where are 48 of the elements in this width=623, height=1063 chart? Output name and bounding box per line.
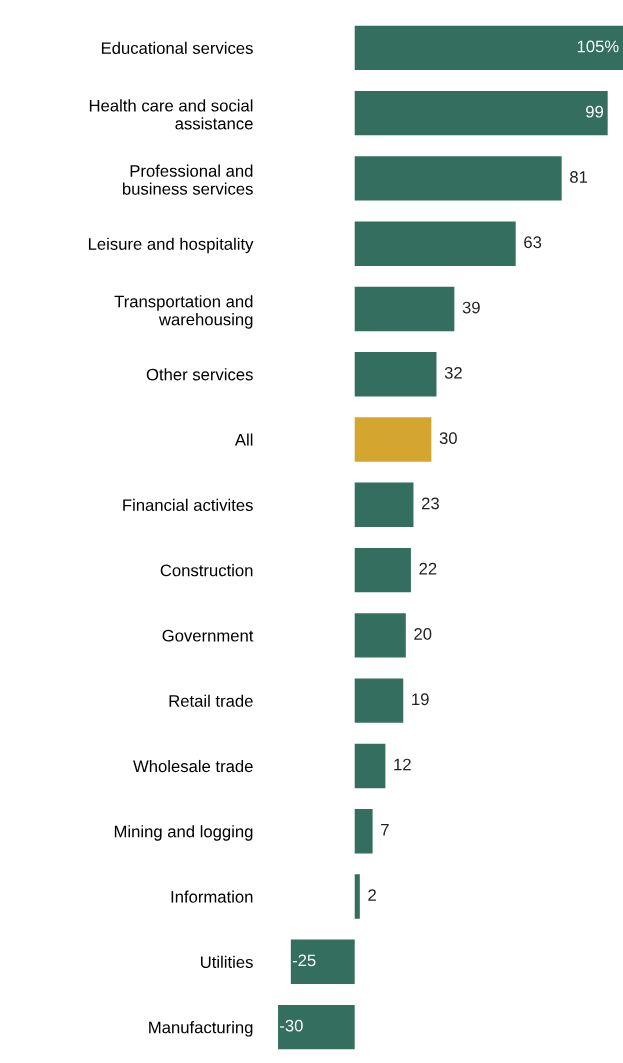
- data-label: 20: [414, 628, 432, 640]
- data-label: 39: [462, 301, 480, 314]
- data-label: 99: [586, 105, 604, 118]
- bar: [354, 809, 373, 854]
- bar: [290, 939, 355, 985]
- bar: [354, 156, 562, 201]
- data-label: 81: [570, 171, 588, 183]
- bar: [354, 743, 386, 789]
- data-label: 22: [419, 562, 437, 575]
- data-label: 7: [381, 824, 389, 836]
- y-tick-label: Manufacturing: [149, 1021, 253, 1037]
- bar: [354, 352, 437, 397]
- y-tick-label: Retail trade: [169, 694, 253, 707]
- y-tick-label: Leisure and hospitality: [88, 237, 254, 254]
- bar: [278, 1004, 355, 1050]
- y-tick-label: Government: [162, 629, 254, 642]
- bar: [354, 90, 608, 136]
- data-label: 2: [368, 889, 376, 901]
- y-tick-label: Health care and social assistance: [89, 99, 253, 130]
- bar: [354, 678, 404, 723]
- y-tick-label: Utilities: [201, 955, 253, 969]
- data-label: 12: [394, 758, 411, 771]
- data-label: 105%: [577, 40, 619, 53]
- bar: [354, 25, 623, 71]
- data-label: -30: [280, 1019, 303, 1032]
- y-tick-label: Financial activites: [123, 498, 253, 512]
- y-tick-label: All: [234, 433, 253, 446]
- data-label: 30: [439, 432, 457, 445]
- bar: [354, 613, 406, 658]
- bar: [354, 874, 360, 919]
- y-tick-label: Wholesale trade: [133, 759, 253, 773]
- data-label: 23: [421, 497, 439, 510]
- y-tick-label: Construction: [160, 564, 253, 577]
- y-tick-label: Professional and business services: [122, 164, 253, 195]
- bar: [354, 221, 516, 266]
- data-label: 19: [412, 693, 429, 706]
- y-tick-label: Mining and logging: [114, 825, 253, 841]
- y-tick-label: Educational services: [101, 41, 253, 55]
- data-label: -25: [292, 954, 316, 967]
- bar: [354, 286, 455, 332]
- data-label: 63: [524, 236, 542, 249]
- y-tick-label: Transportation and warehousing: [114, 295, 253, 329]
- data-label: 32: [444, 366, 462, 379]
- bar: [354, 417, 432, 462]
- bar: [354, 482, 414, 528]
- y-tick-label: Other services: [146, 368, 253, 381]
- bar: [354, 547, 411, 593]
- y-tick-label: Information: [171, 890, 253, 903]
